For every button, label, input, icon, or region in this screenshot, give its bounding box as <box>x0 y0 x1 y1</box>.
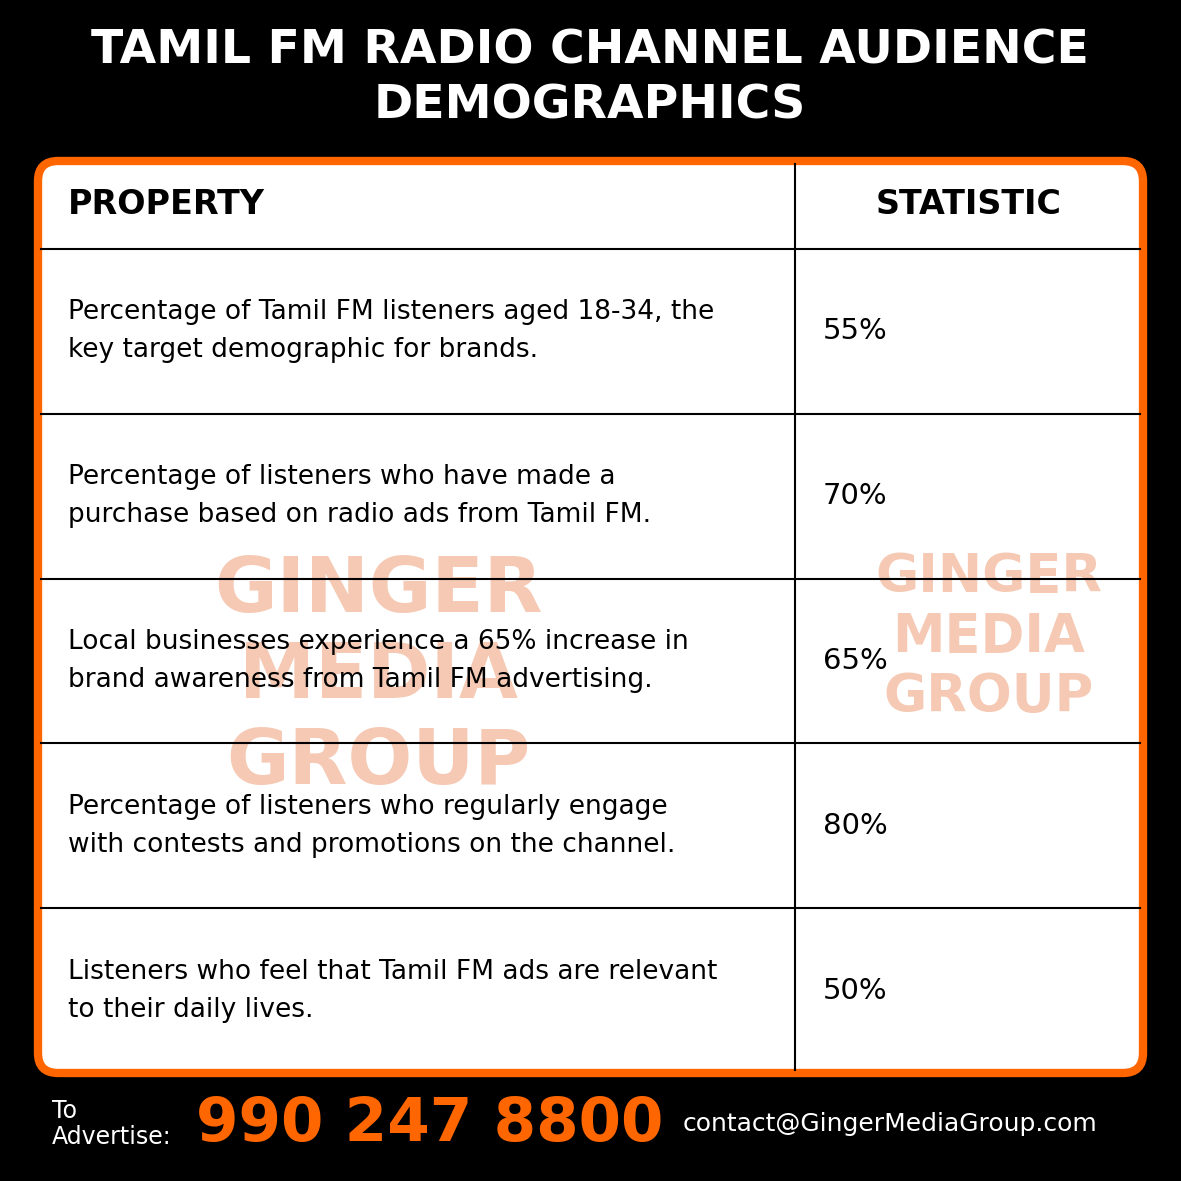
Text: 55%: 55% <box>823 318 888 345</box>
Text: Percentage of listeners who regularly engage
with contests and promotions on the: Percentage of listeners who regularly en… <box>68 794 676 857</box>
FancyBboxPatch shape <box>38 161 1143 1074</box>
Text: Percentage of listeners who have made a
purchase based on radio ads from Tamil F: Percentage of listeners who have made a … <box>68 464 651 528</box>
Text: 50%: 50% <box>823 977 888 1005</box>
Text: Listeners who feel that Tamil FM ads are relevant
to their daily lives.: Listeners who feel that Tamil FM ads are… <box>68 959 717 1023</box>
Text: DEMOGRAPHICS: DEMOGRAPHICS <box>374 84 807 129</box>
Text: To: To <box>52 1100 77 1123</box>
Text: PROPERTY: PROPERTY <box>68 189 265 222</box>
Text: 80%: 80% <box>823 811 888 840</box>
Text: 990 247 8800: 990 247 8800 <box>196 1095 664 1154</box>
Text: contact@GingerMediaGroup.com: contact@GingerMediaGroup.com <box>683 1113 1097 1136</box>
Text: STATISTIC: STATISTIC <box>876 189 1062 222</box>
Text: Advertise:: Advertise: <box>52 1125 171 1149</box>
Text: Local businesses experience a 65% increase in
brand awareness from Tamil FM adve: Local businesses experience a 65% increa… <box>68 629 689 693</box>
Text: Percentage of Tamil FM listeners aged 18-34, the
key target demographic for bran: Percentage of Tamil FM listeners aged 18… <box>68 300 715 364</box>
Text: TAMIL FM RADIO CHANNEL AUDIENCE: TAMIL FM RADIO CHANNEL AUDIENCE <box>91 28 1089 73</box>
Text: GINGER
MEDIA
GROUP: GINGER MEDIA GROUP <box>215 554 543 800</box>
Text: 70%: 70% <box>823 482 888 510</box>
Text: 65%: 65% <box>823 647 888 676</box>
Text: GINGER
MEDIA
GROUP: GINGER MEDIA GROUP <box>875 550 1102 723</box>
